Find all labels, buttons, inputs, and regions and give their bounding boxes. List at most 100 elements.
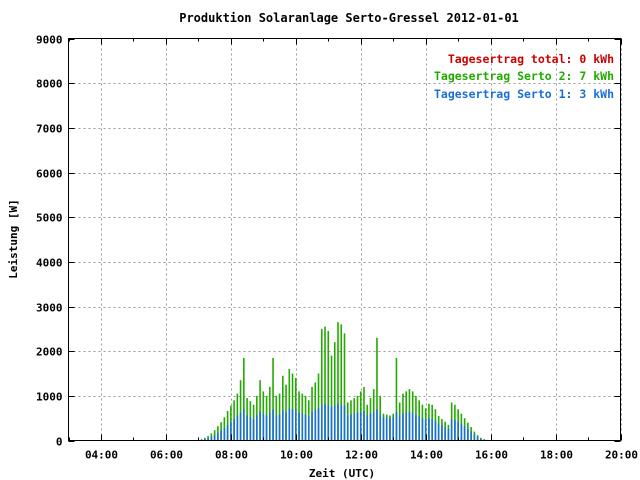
- bar: [301, 413, 304, 441]
- bar: [343, 405, 346, 441]
- bar: [395, 411, 398, 441]
- bar: [470, 431, 472, 441]
- y-tick-label: 1000: [36, 391, 63, 404]
- bar: [269, 412, 271, 441]
- bar: [223, 427, 226, 441]
- y-tick-label: 0: [56, 436, 63, 449]
- bar: [333, 342, 336, 441]
- bar: [226, 424, 229, 441]
- bar: [220, 430, 222, 441]
- bar: [379, 414, 382, 441]
- bar: [317, 408, 320, 441]
- bar: [330, 406, 333, 441]
- x-axis-label: Zeit (UTC): [309, 467, 375, 480]
- chart-title: Produktion Solaranlage Serto-Gressel 201…: [179, 11, 519, 25]
- y-tick-label: 4000: [36, 257, 63, 270]
- bar: [239, 412, 242, 441]
- bar: [366, 415, 369, 441]
- y-tick-label: 5000: [36, 212, 63, 225]
- bar: [252, 419, 255, 441]
- bar: [467, 428, 469, 441]
- y-tick-label: 9000: [36, 34, 63, 47]
- bar: [408, 411, 411, 441]
- bar: [395, 357, 398, 441]
- bar: [243, 409, 245, 441]
- bar: [402, 413, 404, 441]
- bar: [272, 409, 274, 441]
- x-tick-label: 14:00: [410, 449, 443, 462]
- y-tick-label: 6000: [36, 168, 63, 181]
- bar: [210, 433, 213, 441]
- bar: [369, 413, 372, 441]
- bar: [327, 331, 330, 441]
- bar: [320, 328, 323, 441]
- bar: [382, 417, 385, 441]
- bar: [415, 414, 417, 441]
- x-tick-label: 12:00: [345, 449, 378, 462]
- bar: [204, 439, 206, 441]
- bar: [480, 438, 482, 441]
- bar: [350, 414, 352, 441]
- bar: [473, 434, 476, 441]
- bar: [460, 423, 463, 441]
- bar: [392, 417, 395, 441]
- bar: [259, 380, 261, 441]
- bar: [236, 415, 239, 441]
- bar: [337, 403, 339, 441]
- bar: [431, 419, 433, 441]
- legend: Tagesertrag total: 0 kWh Tagesertrag Ser…: [434, 52, 614, 101]
- bar: [385, 417, 388, 441]
- bar: [275, 415, 278, 441]
- bar: [376, 409, 378, 441]
- y-tick-labels: 0 1000 2000 3000 4000 5000 6000 7000 8000 9000: [36, 34, 63, 449]
- bar: [243, 357, 245, 441]
- bar: [359, 411, 362, 441]
- bar: [441, 425, 443, 441]
- y-tick-label: 8000: [36, 78, 63, 91]
- bar: [262, 413, 265, 441]
- bar: [217, 432, 219, 441]
- axis-ticks: [68, 38, 622, 442]
- bar: [346, 415, 349, 441]
- bar: [447, 428, 450, 441]
- x-tick-label: 10:00: [280, 449, 313, 462]
- bar: [314, 410, 317, 441]
- bar: [213, 435, 216, 441]
- bar: [259, 411, 261, 441]
- bar: [320, 404, 323, 441]
- bar: [418, 416, 420, 441]
- y-tick-label: 7000: [36, 123, 63, 136]
- bar: [340, 324, 343, 441]
- y-tick-label: 2000: [36, 346, 63, 359]
- bar: [376, 337, 378, 441]
- bar: [340, 404, 343, 441]
- bar: [450, 419, 453, 441]
- bar: [333, 405, 336, 441]
- x-tick-label: 20:00: [605, 449, 638, 462]
- bar: [207, 436, 209, 441]
- bar: [294, 377, 297, 441]
- bar: [389, 418, 391, 441]
- grid-lines: [68, 38, 622, 441]
- bar: [210, 436, 213, 441]
- bar: [265, 415, 268, 441]
- bar: [343, 333, 346, 441]
- bar: [437, 423, 440, 441]
- bar: [372, 411, 375, 441]
- bar: [363, 411, 365, 441]
- bar: [230, 421, 232, 441]
- x-tick-label: 06:00: [150, 449, 183, 462]
- bar: [353, 413, 356, 441]
- bar: [356, 412, 359, 441]
- bar: [298, 412, 300, 441]
- bar: [282, 410, 284, 441]
- bar: [337, 322, 339, 441]
- legend-serto-1: Tagesertrag Serto 1: 3 kWh: [434, 87, 614, 101]
- bar: [324, 326, 326, 441]
- bar: [272, 357, 274, 441]
- bar: [282, 375, 284, 441]
- x-tick-label: 18:00: [540, 449, 573, 462]
- bar: [434, 420, 437, 441]
- bar: [294, 410, 297, 441]
